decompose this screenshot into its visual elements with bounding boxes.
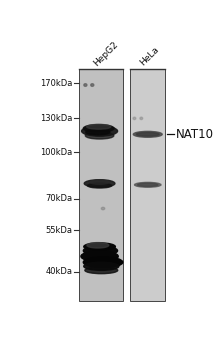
Ellipse shape	[140, 117, 143, 120]
Ellipse shape	[83, 246, 118, 256]
Ellipse shape	[84, 243, 115, 250]
Ellipse shape	[83, 125, 114, 132]
Ellipse shape	[133, 131, 162, 137]
Text: HepG2: HepG2	[91, 40, 120, 68]
Ellipse shape	[91, 84, 94, 86]
Ellipse shape	[83, 257, 123, 268]
Text: NAT10: NAT10	[176, 128, 214, 141]
Text: 70kDa: 70kDa	[45, 194, 72, 203]
Ellipse shape	[85, 267, 118, 274]
Ellipse shape	[136, 132, 159, 136]
Ellipse shape	[133, 117, 136, 120]
Ellipse shape	[85, 132, 114, 139]
Ellipse shape	[135, 182, 161, 187]
Text: 40kDa: 40kDa	[46, 267, 72, 276]
Text: HeLa: HeLa	[138, 45, 161, 68]
Ellipse shape	[87, 183, 112, 188]
Ellipse shape	[101, 207, 105, 210]
Ellipse shape	[82, 126, 118, 136]
Ellipse shape	[84, 262, 119, 270]
Ellipse shape	[87, 124, 111, 129]
Text: 100kDa: 100kDa	[40, 148, 72, 157]
Ellipse shape	[90, 180, 109, 184]
Ellipse shape	[87, 243, 109, 248]
Text: 55kDa: 55kDa	[46, 226, 72, 235]
Ellipse shape	[84, 84, 87, 86]
Text: 130kDa: 130kDa	[40, 114, 72, 123]
Ellipse shape	[84, 180, 115, 187]
Ellipse shape	[86, 130, 110, 135]
Ellipse shape	[81, 251, 118, 262]
Ellipse shape	[137, 183, 158, 187]
Text: 170kDa: 170kDa	[40, 79, 72, 88]
